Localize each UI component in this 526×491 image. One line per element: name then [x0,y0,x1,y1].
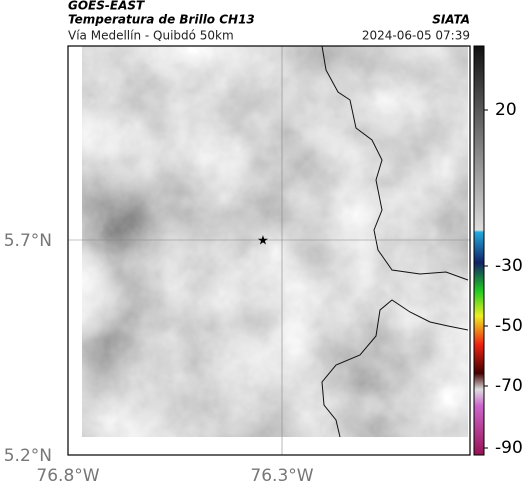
datetime: 2024-06-05 07:39 [362,29,470,43]
x-tick-label: 76.3°W [250,466,313,486]
colorbar-tick-label: -90 [495,438,523,458]
y-tick-label: 5.2°N [4,446,52,466]
satellite-image [82,46,468,437]
colorbar [473,45,485,456]
source: SIATA [432,13,470,27]
y-tick-label: 5.7°N [4,231,52,251]
colorbar-tick-label: -30 [495,256,523,276]
colorbar-tick-label: -70 [495,376,523,396]
colorbar-tick-label: 20 [495,100,517,120]
map-frame [67,45,471,456]
title: Temperatura de Brillo CH13 [68,13,255,27]
colorbar-tick-label: -50 [495,316,523,336]
location-star: ★ [257,234,269,249]
colorbar-ticks: 20 -30 -50 -70 -90 [484,100,523,458]
borders [321,45,469,438]
product: GOES-EAST [68,0,145,13]
x-tick-label: 76.8°W [36,466,99,486]
subtitle: Vía Medellín - Quibdó 50km [68,29,234,43]
